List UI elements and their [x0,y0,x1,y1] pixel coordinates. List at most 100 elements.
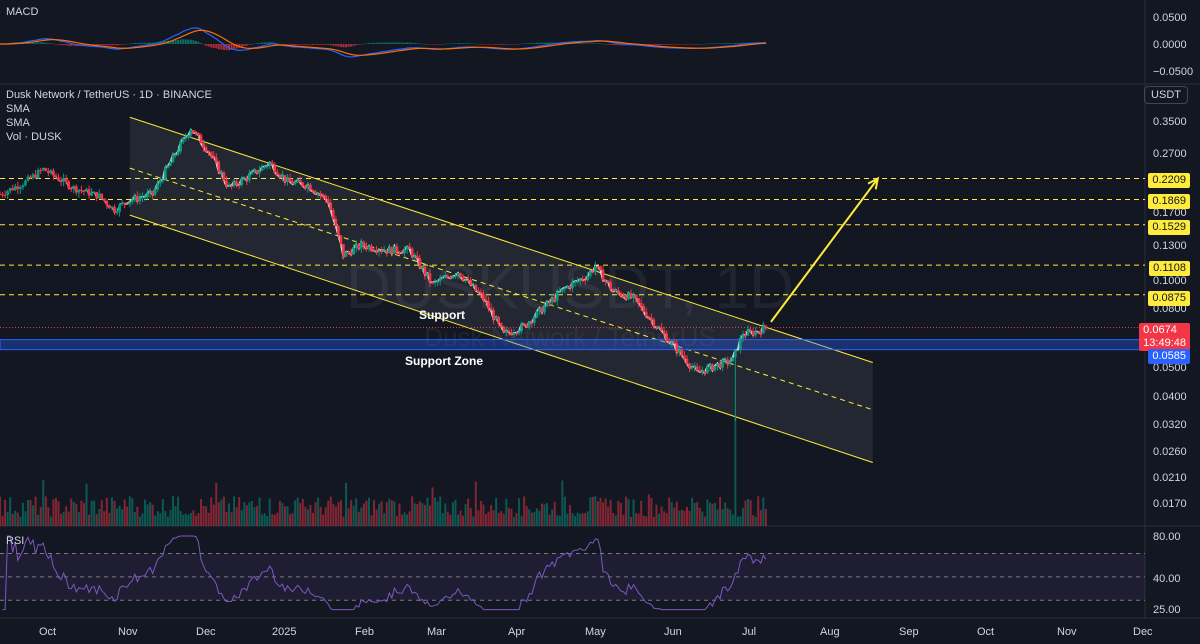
candle [110,206,114,211]
candle-body [718,363,722,368]
macd-histogram-bar [266,42,269,44]
volume-bar [395,516,398,526]
candle [59,176,63,187]
candle [347,249,350,256]
candle [629,289,633,300]
candle-body [604,280,607,282]
volume-bar [762,497,765,526]
candle-body [726,359,730,364]
volume-bar [446,511,449,526]
candle-body [581,279,584,281]
candle [550,294,554,306]
volume-bar [678,510,681,526]
candle [263,165,266,170]
candle [217,160,221,174]
volume-bar [418,501,421,526]
candle [759,329,763,338]
macd-histogram-bar [105,44,108,46]
currency-badge[interactable]: USDT [1144,86,1188,104]
candle [583,276,587,285]
candle [690,363,694,371]
candle-body [520,324,523,332]
macd-histogram-bar [492,44,495,45]
candle [525,323,528,328]
volume-bar [668,497,671,526]
time-tick: Sep [899,626,919,638]
macd-histogram-bar [82,44,85,46]
macd-histogram-bar [619,44,622,46]
volume-bar [757,496,760,526]
macd-histogram-bar [401,42,404,44]
macd-histogram-bar [678,44,681,45]
candle [286,174,289,186]
candle [72,184,76,194]
macd-histogram-bar [594,43,597,44]
macd-histogram-bar [365,43,368,44]
volume-bar [449,514,452,526]
support-zone-band [0,339,1146,351]
candle [431,280,434,285]
candle-body [672,341,676,344]
volume-bar [309,504,312,526]
macd-histogram-bar [342,44,345,48]
candle [62,173,65,187]
candle [762,321,765,334]
volume-bar [75,503,78,526]
indicator-volume[interactable]: Vol · DUSK [6,131,62,143]
macd-histogram-bar [479,44,482,45]
support-zone-annotation: Support Zone [405,354,483,368]
macd-histogram-bar [62,44,65,46]
macd-histogram-bar [268,42,271,44]
candle [515,331,518,337]
candle [665,330,668,342]
candle-body [497,317,501,323]
candle-body [222,172,226,181]
candle [265,164,269,170]
volume-bar [535,508,538,526]
volume-bar [289,514,292,526]
candle-body [680,349,684,356]
candle-body [548,301,551,303]
macd-histogram-bar [607,44,610,45]
volume-bar [189,513,192,526]
macd-histogram-bar [212,44,215,48]
candle-body [736,350,740,352]
macd-histogram-bar [680,44,683,45]
volume-bar [713,502,716,526]
projection-arrow-shaft [770,177,879,323]
volume-bar [403,512,406,526]
candle-body [535,311,539,318]
candle [652,317,656,330]
candle-body [517,331,521,334]
candle-body [627,293,630,300]
volume-bar [296,497,299,526]
volume-bar [367,497,370,526]
indicator-sma-2[interactable]: SMA [6,117,30,129]
macd-histogram-bar [602,43,605,45]
candle-body [72,186,76,189]
candle [128,201,132,208]
volume-bar [0,496,1,526]
candle-body [273,164,277,173]
candle-body [301,182,305,187]
candle-body [662,330,666,334]
volume-bar [350,500,353,526]
macd-histogram-bar [220,44,223,50]
candle-body [372,250,376,252]
macd-histogram-bar [688,44,691,45]
volume-bar [347,508,350,526]
candle-body [227,185,231,187]
candle [471,282,475,287]
candle [380,246,383,255]
candle-body [667,341,671,343]
indicator-sma-1[interactable]: SMA [6,103,30,115]
candle-body [349,252,353,255]
rsi-line [2,535,767,611]
macd-histogram-bar [650,44,653,45]
candle [108,204,111,209]
candle-body [240,178,244,185]
macd-histogram-bar [673,44,676,45]
volume-bar [47,507,50,526]
